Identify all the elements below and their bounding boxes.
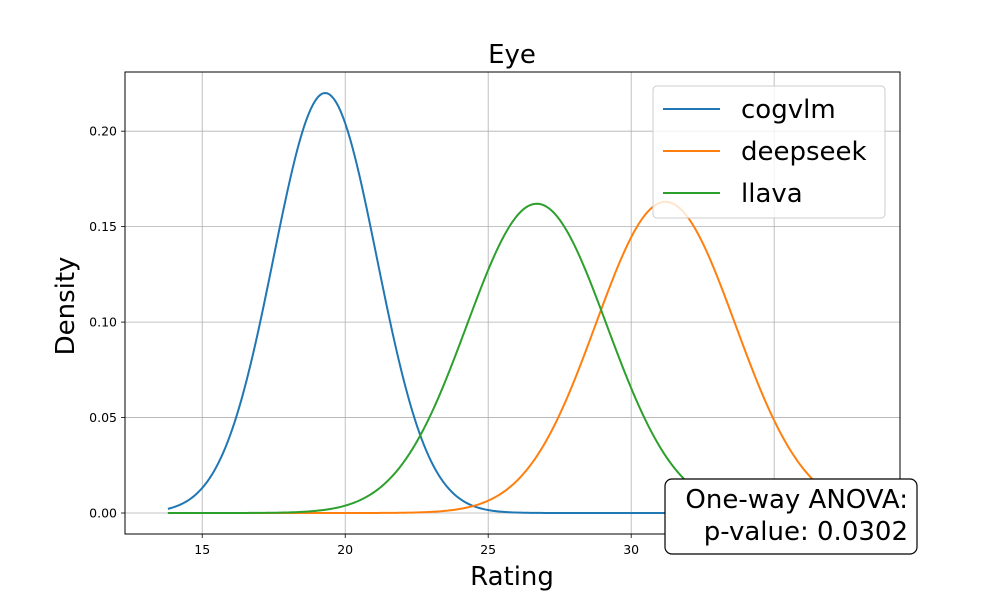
legend-items: cogvlm deepseek llava xyxy=(663,95,867,209)
x-tick-label: 30 xyxy=(623,542,639,557)
y-tick-label: 0.20 xyxy=(89,124,117,139)
anova-p-value: p-value: 0.0302 xyxy=(704,517,908,547)
y-tick-label: 0.05 xyxy=(89,410,117,425)
legend: cogvlm deepseek llava xyxy=(652,85,886,219)
legend-label-cogvlm: cogvlm xyxy=(741,95,836,125)
y-axis-ticks: 0.00 0.05 0.10 0.15 0.20 xyxy=(89,124,125,521)
plot-frame xyxy=(124,71,901,535)
legend-label-llava: llava xyxy=(741,179,803,209)
y-tick-label: 0.15 xyxy=(89,219,117,234)
x-axis-label: Rating xyxy=(470,562,554,592)
legend-frame xyxy=(652,85,886,219)
x-tick-label: 15 xyxy=(194,542,210,557)
y-tick-label: 0.10 xyxy=(89,315,117,330)
anova-title: One-way ANOVA: xyxy=(685,485,908,515)
x-tick-label: 25 xyxy=(480,542,496,557)
chart-title: Eye xyxy=(488,40,536,70)
anova-annotation: One-way ANOVA: p-value: 0.0302 xyxy=(664,478,918,555)
y-axis-label: Density xyxy=(51,257,81,356)
y-tick-label: 0.00 xyxy=(89,506,117,521)
anova-box xyxy=(664,478,918,555)
x-tick-label: 20 xyxy=(337,542,353,557)
legend-label-deepseek: deepseek xyxy=(741,137,867,167)
